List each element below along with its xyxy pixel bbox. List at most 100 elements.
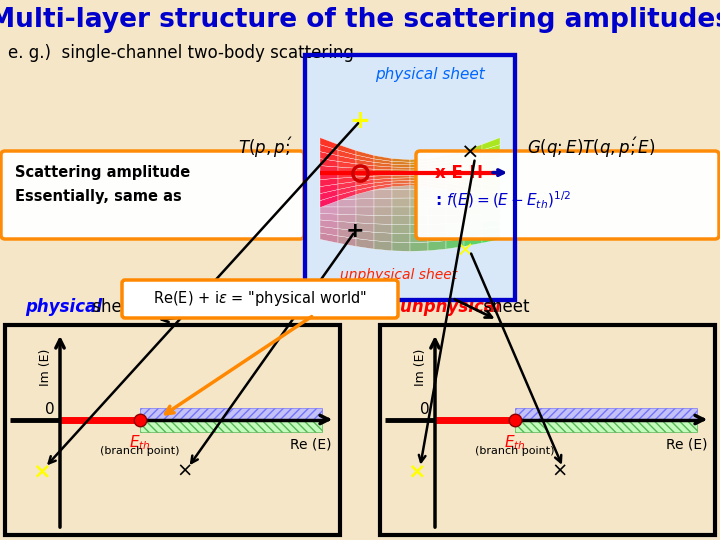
Polygon shape [482,152,500,161]
Polygon shape [374,198,392,207]
Polygon shape [482,171,500,181]
Polygon shape [374,178,392,183]
Text: +: + [346,221,364,241]
Text: Re (E): Re (E) [665,437,707,451]
Polygon shape [464,173,482,178]
Polygon shape [446,159,464,166]
Polygon shape [446,231,464,241]
Polygon shape [428,224,446,233]
Polygon shape [338,161,356,168]
Text: ×: × [32,462,51,482]
Bar [5,325,340,535]
Polygon shape [338,177,356,184]
Polygon shape [446,181,464,191]
Polygon shape [338,190,356,201]
Polygon shape [338,144,356,155]
Polygon shape [320,226,338,236]
Polygon shape [446,186,464,194]
Polygon shape [356,190,374,199]
Polygon shape [374,166,392,170]
Polygon shape [320,138,338,150]
Polygon shape [464,191,482,200]
Polygon shape [428,190,446,199]
Polygon shape [482,138,500,150]
Polygon shape [320,184,338,194]
Polygon shape [464,161,482,168]
Polygon shape [446,155,464,163]
Polygon shape [392,233,410,242]
Text: +: + [350,109,370,133]
Polygon shape [410,159,428,162]
Polygon shape [338,167,356,173]
Polygon shape [338,186,356,195]
Polygon shape [338,150,356,159]
Polygon shape [356,173,374,177]
Polygon shape [446,215,464,224]
Polygon shape [320,213,338,221]
Polygon shape [374,163,392,173]
Polygon shape [446,190,464,199]
Polygon shape [428,156,446,161]
Polygon shape [374,163,392,167]
Bar [515,408,697,420]
Polygon shape [446,207,464,215]
Polygon shape [428,232,446,242]
Polygon shape [356,181,374,191]
Polygon shape [356,165,374,176]
Text: Im (E): Im (E) [414,348,427,386]
Polygon shape [428,207,446,215]
Polygon shape [338,214,356,222]
Text: unphysical sheet: unphysical sheet [340,268,457,282]
FancyBboxPatch shape [416,151,719,239]
Polygon shape [482,220,500,228]
Polygon shape [410,189,428,198]
Text: : $f(E) = (E - E_{th})^{1/2}$: : $f(E) = (E - E_{th})^{1/2}$ [435,190,571,211]
Polygon shape [464,228,482,239]
Polygon shape [428,241,446,251]
Bar [515,420,697,431]
FancyBboxPatch shape [1,151,304,239]
Text: physical sheet: physical sheet [375,67,485,82]
Text: Essentially, same as: Essentially, same as [15,190,181,205]
Polygon shape [374,173,392,176]
Polygon shape [410,233,428,242]
Polygon shape [428,178,446,183]
Polygon shape [356,231,374,241]
Polygon shape [320,171,338,181]
Polygon shape [464,186,482,195]
Polygon shape [428,176,446,179]
Polygon shape [446,165,464,176]
Polygon shape [446,151,464,159]
Polygon shape [464,207,482,215]
Polygon shape [464,167,482,173]
Polygon shape [320,152,338,161]
Polygon shape [482,207,500,214]
Polygon shape [356,199,374,207]
Polygon shape [428,172,446,181]
Polygon shape [410,173,428,176]
Polygon shape [410,164,428,167]
Polygon shape [338,183,356,192]
Polygon shape [482,185,500,194]
Text: $E_{th}$: $E_{th}$ [129,434,151,452]
Polygon shape [374,190,392,199]
Polygon shape [410,161,428,165]
Polygon shape [464,150,482,159]
Polygon shape [320,178,338,187]
Polygon shape [320,220,338,228]
Polygon shape [356,173,374,183]
Polygon shape [374,184,392,190]
Polygon shape [356,155,374,163]
Polygon shape [356,159,374,166]
Polygon shape [356,207,374,215]
Polygon shape [428,198,446,207]
Polygon shape [338,207,356,215]
Polygon shape [482,233,500,243]
Polygon shape [410,163,428,172]
Polygon shape [320,233,338,243]
Polygon shape [392,173,410,176]
Bar [305,55,515,300]
Polygon shape [374,156,392,161]
Polygon shape [446,222,464,232]
Polygon shape [446,176,464,181]
